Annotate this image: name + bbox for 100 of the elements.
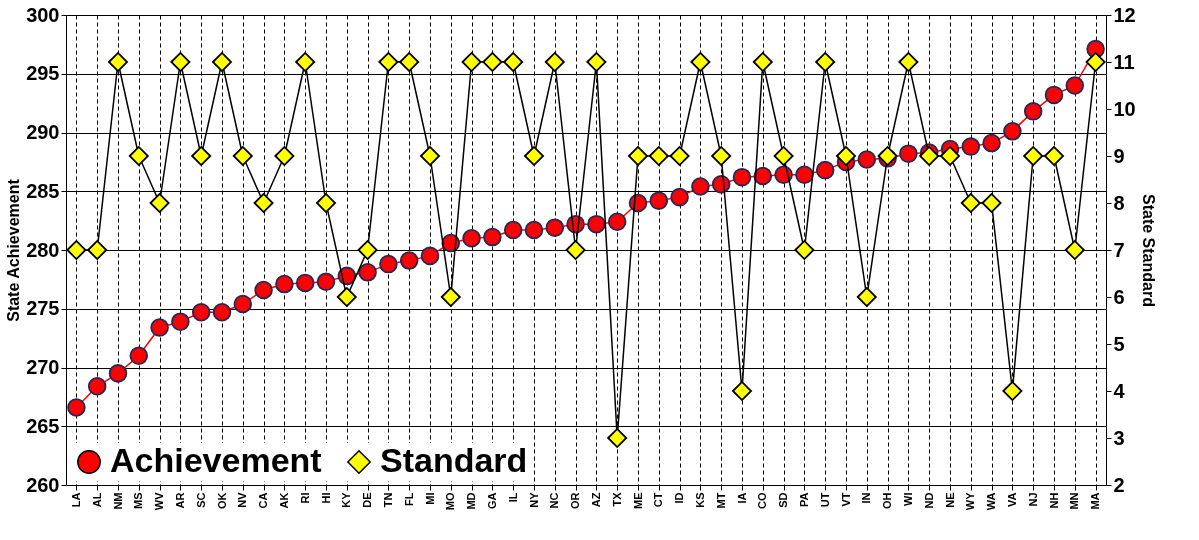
point xyxy=(295,273,315,293)
x-tick-label: PA xyxy=(797,492,810,507)
y-tick-label: 295 xyxy=(26,62,60,85)
point xyxy=(981,193,1002,213)
x-tick-label: ME xyxy=(631,492,644,509)
point xyxy=(1044,146,1064,166)
x-tick-label: NV xyxy=(236,491,249,508)
x-tick-label: TN xyxy=(381,492,394,508)
point xyxy=(357,240,378,260)
point xyxy=(587,214,606,234)
point xyxy=(940,146,960,166)
point xyxy=(586,52,607,72)
x-tick-label: MD xyxy=(465,492,478,510)
x-tick-label: RI xyxy=(298,492,311,504)
point xyxy=(461,52,482,72)
point xyxy=(690,52,711,72)
point xyxy=(440,287,461,307)
y2-tick-label: 6 xyxy=(1113,285,1125,308)
x-tick-label: IL xyxy=(506,492,519,503)
point xyxy=(711,146,732,166)
x-tick-label: NE xyxy=(943,492,956,508)
point xyxy=(753,166,773,186)
x-tick-label: DE xyxy=(361,492,374,508)
x-tick-label: MN xyxy=(1068,492,1081,510)
x-tick-label: UT xyxy=(818,492,831,508)
y2-tick-label: 7 xyxy=(1113,238,1125,261)
point xyxy=(316,272,336,291)
point xyxy=(462,229,481,248)
point xyxy=(732,381,752,401)
x-tick-label: WI xyxy=(901,492,914,506)
point xyxy=(87,377,107,396)
point xyxy=(171,312,190,331)
point xyxy=(253,193,274,213)
x-tick-label: WA xyxy=(985,492,998,511)
point xyxy=(752,52,773,72)
point xyxy=(545,218,565,237)
point xyxy=(773,146,794,166)
point xyxy=(1085,52,1106,72)
point xyxy=(856,287,877,307)
legend-label: Standard xyxy=(380,441,528,479)
x-tick-label: NC xyxy=(548,492,561,509)
point xyxy=(129,346,149,365)
point xyxy=(128,146,149,166)
point xyxy=(399,52,420,72)
point xyxy=(857,150,877,169)
point xyxy=(649,191,669,210)
point xyxy=(212,52,232,72)
y-tick-label: 265 xyxy=(26,414,60,437)
point xyxy=(420,146,440,166)
y-tick-label: 290 xyxy=(26,121,60,143)
point xyxy=(274,146,295,166)
x-tick-label: MO xyxy=(444,492,457,511)
point xyxy=(399,251,419,270)
point xyxy=(691,177,710,196)
point xyxy=(108,52,128,72)
x-tick-label: FL xyxy=(402,492,415,506)
point xyxy=(795,165,814,185)
point xyxy=(149,193,170,213)
y2-tick-label: 4 xyxy=(1113,379,1126,402)
point xyxy=(170,52,191,72)
x-tick-label: MS xyxy=(132,492,145,509)
point xyxy=(378,52,399,72)
point xyxy=(1065,76,1085,95)
point xyxy=(232,146,253,166)
y-tick-label: 260 xyxy=(26,473,60,496)
point xyxy=(1003,122,1022,141)
x-tick-label: MA xyxy=(1089,492,1102,510)
x-tick-label: OR xyxy=(569,492,582,509)
point xyxy=(628,193,648,213)
y2-tick-label: 12 xyxy=(1113,3,1136,26)
point xyxy=(191,303,211,322)
x-tick-label: CO xyxy=(756,492,769,509)
point xyxy=(628,146,648,166)
y-tick-label: 300 xyxy=(26,3,60,26)
x-tick-label: SC xyxy=(194,492,207,508)
point xyxy=(607,212,627,232)
y2-tick-label: 2 xyxy=(1113,473,1125,496)
point xyxy=(503,52,524,72)
point xyxy=(899,144,918,163)
x-tick-label: LA xyxy=(69,492,82,508)
point xyxy=(482,52,503,72)
point xyxy=(524,220,544,240)
x-tick-label: IA xyxy=(735,492,748,504)
point xyxy=(732,167,752,187)
point xyxy=(794,240,815,260)
point xyxy=(836,146,856,166)
x-tick-label: GA xyxy=(485,492,498,509)
x-tick-label: TX xyxy=(610,491,623,507)
point xyxy=(254,280,273,300)
point xyxy=(212,303,232,322)
point xyxy=(607,428,628,448)
point xyxy=(544,52,565,72)
y-tick-label: 270 xyxy=(26,356,60,378)
x-tick-label: AL xyxy=(90,492,103,508)
point xyxy=(669,146,690,166)
point xyxy=(191,146,212,166)
point xyxy=(336,287,357,307)
x-tick-label: WV xyxy=(153,491,166,511)
x-tick-label: MT xyxy=(714,492,727,509)
point xyxy=(66,240,87,260)
